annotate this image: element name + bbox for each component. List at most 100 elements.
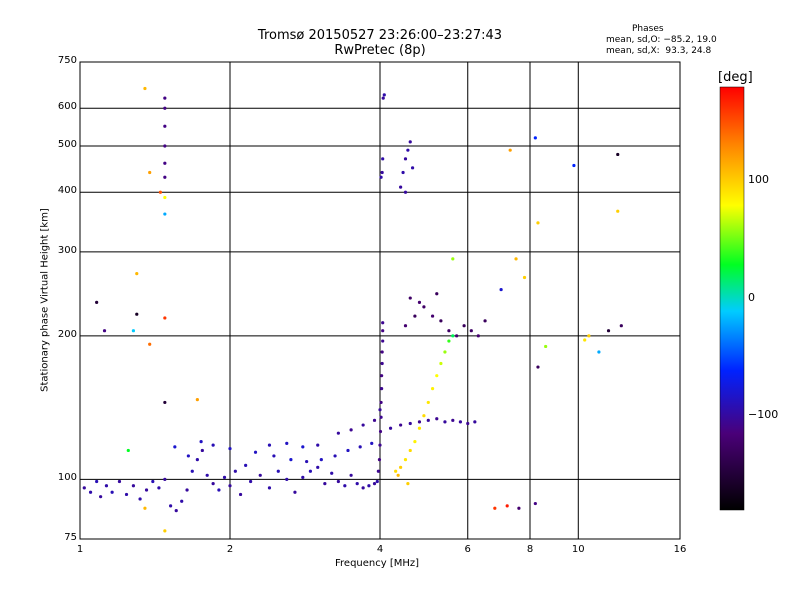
data-point bbox=[439, 361, 443, 366]
data-point bbox=[381, 329, 385, 333]
data-point bbox=[289, 458, 293, 462]
data-point bbox=[305, 459, 309, 464]
data-point bbox=[244, 463, 248, 467]
data-point bbox=[104, 484, 109, 488]
data-point bbox=[381, 339, 385, 343]
data-point bbox=[355, 481, 359, 486]
data-point bbox=[439, 319, 443, 323]
data-point bbox=[308, 469, 313, 473]
data-point bbox=[375, 479, 379, 484]
data-point bbox=[443, 420, 447, 424]
data-point bbox=[544, 344, 548, 349]
data-point bbox=[536, 365, 540, 369]
data-point bbox=[82, 486, 86, 490]
data-point bbox=[301, 445, 305, 449]
data-point bbox=[285, 477, 289, 482]
data-point bbox=[163, 529, 167, 533]
data-point bbox=[330, 471, 334, 475]
data-point bbox=[163, 400, 167, 405]
data-point bbox=[367, 484, 371, 488]
data-point bbox=[379, 415, 383, 419]
data-point bbox=[378, 429, 383, 434]
data-point bbox=[346, 448, 350, 453]
data-point bbox=[249, 479, 253, 484]
data-point bbox=[381, 96, 385, 100]
data-point bbox=[276, 469, 280, 473]
phases-heading: Phases bbox=[632, 24, 664, 34]
data-point bbox=[447, 329, 451, 333]
data-point bbox=[447, 339, 451, 343]
data-point bbox=[163, 161, 167, 165]
data-point bbox=[131, 329, 136, 333]
data-point bbox=[99, 495, 103, 499]
data-point bbox=[380, 170, 384, 175]
data-point bbox=[180, 499, 184, 503]
data-point bbox=[163, 212, 167, 216]
data-point bbox=[597, 350, 601, 354]
y-axis-ticks: 750 600 500 400 300 200 100 75 bbox=[0, 0, 77, 600]
data-point bbox=[199, 440, 203, 444]
data-point bbox=[195, 397, 199, 402]
data-point bbox=[616, 209, 620, 213]
colorbar bbox=[719, 86, 745, 511]
phases-o-mean: mean, sd,O: −85.2, 19.0 bbox=[606, 35, 717, 45]
data-point bbox=[258, 473, 262, 477]
data-point bbox=[451, 418, 455, 422]
data-point bbox=[272, 454, 276, 458]
data-point bbox=[403, 324, 408, 328]
data-point bbox=[455, 334, 459, 338]
data-point bbox=[211, 481, 215, 486]
data-point bbox=[358, 445, 362, 449]
data-point bbox=[572, 163, 576, 168]
data-point bbox=[493, 506, 497, 510]
data-point bbox=[458, 420, 463, 424]
data-point bbox=[143, 86, 147, 91]
data-point bbox=[233, 469, 237, 473]
data-point bbox=[422, 305, 426, 309]
data-point bbox=[483, 319, 487, 323]
data-point bbox=[413, 314, 417, 318]
data-point bbox=[151, 479, 155, 484]
data-point bbox=[163, 144, 167, 148]
data-point bbox=[394, 469, 398, 473]
data-point bbox=[301, 475, 305, 479]
data-point bbox=[361, 423, 365, 427]
data-point bbox=[466, 421, 470, 426]
data-point bbox=[377, 458, 382, 462]
data-point bbox=[157, 486, 161, 490]
data-point bbox=[144, 488, 149, 492]
data-point bbox=[508, 148, 512, 152]
data-point bbox=[169, 504, 173, 508]
data-point bbox=[110, 490, 114, 494]
data-point bbox=[95, 300, 99, 305]
data-point bbox=[163, 96, 167, 100]
data-point bbox=[435, 417, 439, 421]
y-tick-label: 100 bbox=[57, 472, 77, 484]
data-point bbox=[238, 492, 243, 497]
data-point bbox=[435, 374, 439, 378]
data-point bbox=[396, 473, 400, 477]
data-point bbox=[462, 324, 466, 328]
y-tick-label: 750 bbox=[57, 55, 77, 66]
data-point bbox=[514, 257, 518, 261]
colorbar-tick-label: 100 bbox=[748, 173, 769, 186]
data-point bbox=[186, 454, 190, 458]
data-point bbox=[185, 488, 189, 492]
data-point bbox=[536, 221, 540, 225]
data-point bbox=[533, 501, 537, 506]
data-point bbox=[95, 479, 99, 484]
data-point bbox=[417, 426, 422, 430]
y-axis-label: Stationary phase Virtual Height [km] bbox=[39, 208, 51, 392]
data-point bbox=[135, 312, 139, 316]
data-point bbox=[349, 473, 353, 477]
data-point bbox=[163, 195, 167, 200]
data-point bbox=[517, 506, 521, 510]
data-point bbox=[376, 469, 380, 473]
data-point bbox=[126, 448, 130, 453]
colorbar-unit: [deg] bbox=[718, 70, 753, 85]
y-tick-label: 200 bbox=[57, 328, 77, 340]
data-point bbox=[388, 426, 393, 430]
data-point bbox=[406, 481, 410, 486]
data-point bbox=[319, 458, 323, 462]
data-point bbox=[403, 190, 408, 194]
